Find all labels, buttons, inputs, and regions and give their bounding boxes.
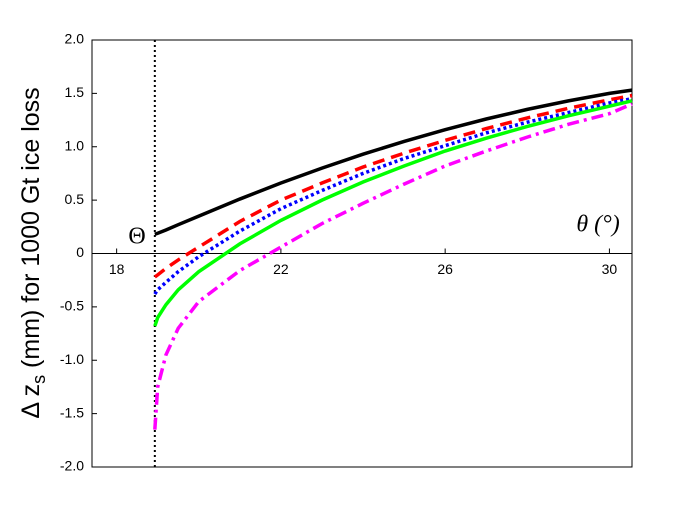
x-tick-label: 18 (109, 261, 125, 277)
y-tick-label: 0.5 (65, 191, 85, 207)
y-label-main: Δ z (17, 384, 45, 419)
series-line (154, 88, 633, 236)
y-tick-label: 2.0 (65, 31, 85, 47)
y-tick-label: 0 (76, 244, 84, 260)
y-tick-label: -1.0 (60, 351, 84, 367)
y-label-rest: (mm) for 1000 Gt ice loss (17, 87, 45, 375)
y-label-sub: s (29, 375, 49, 384)
y-tick-label: 1.0 (65, 137, 85, 153)
x-tick-label: 30 (602, 261, 618, 277)
series-line (153, 102, 633, 430)
series-line (153, 93, 633, 279)
y-axis-label: Δ zs (mm) for 1000 Gt ice loss (17, 87, 49, 418)
theta-annotation: θ (°) (576, 212, 619, 238)
y-tick-label: -0.5 (60, 298, 84, 314)
x-tick-label: 26 (437, 261, 453, 277)
series-line (153, 96, 633, 296)
theta-cap-annotation: Θ (128, 224, 145, 250)
y-tick-label: -2.0 (60, 458, 84, 474)
y-tick-label: -1.5 (60, 404, 84, 420)
y-tick-label: 1.5 (65, 84, 85, 100)
series-line (153, 99, 633, 327)
x-tick-label: 22 (273, 261, 289, 277)
